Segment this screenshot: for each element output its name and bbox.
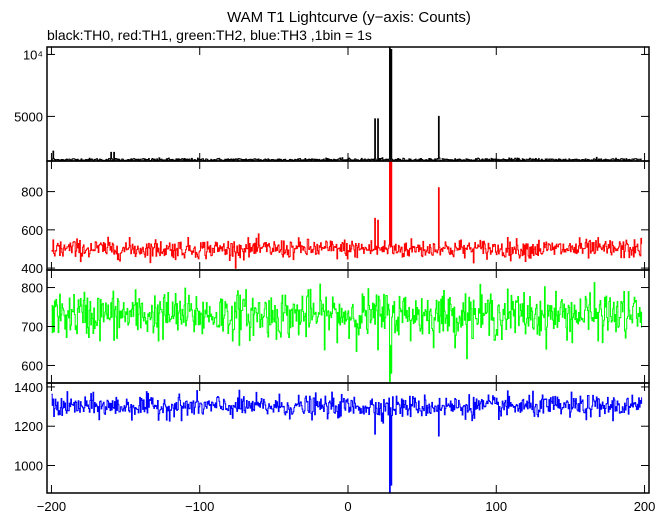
panel-frame-3 bbox=[46, 382, 650, 494]
x-tick-label: 100 bbox=[485, 499, 507, 514]
y-tick-label: 800 bbox=[21, 185, 43, 200]
y-tick-label: 5000 bbox=[14, 109, 43, 124]
y-tick-label: 600 bbox=[21, 223, 43, 238]
x-tick-label: 200 bbox=[634, 499, 656, 514]
y-tick-label: 800 bbox=[21, 281, 43, 296]
panel-frame-0 bbox=[46, 46, 650, 162]
y-tick-label: 400 bbox=[21, 261, 43, 276]
series-line-3 bbox=[51, 389, 643, 494]
chart-title: WAM T1 Lightcurve (y−axis: Counts) bbox=[227, 9, 471, 26]
panel-2: 600 700 800 bbox=[21, 269, 650, 384]
series-line-2 bbox=[51, 282, 643, 384]
panel-1: 400 600 800 bbox=[21, 160, 650, 276]
panel-0: 5000 10⁴ bbox=[14, 46, 650, 162]
chart-panels: 500010⁴400600800600700800100012001400−20… bbox=[14, 46, 656, 514]
x-tick-label: −100 bbox=[185, 499, 214, 514]
y-tick-label: 700 bbox=[21, 320, 43, 335]
y-tick-label: 1200 bbox=[14, 419, 43, 434]
y-tick-label: 1400 bbox=[14, 380, 43, 395]
y-tick-label: 600 bbox=[21, 358, 43, 373]
series-line-0 bbox=[51, 46, 643, 162]
x-tick-label: −200 bbox=[37, 499, 66, 514]
panel-3: 1000 1200 1400 bbox=[14, 380, 650, 494]
x-tick-label: 0 bbox=[344, 499, 351, 514]
chart-subtitle: black:TH0, red:TH1, green:TH2, blue:TH3 … bbox=[47, 27, 372, 43]
series-line-1 bbox=[51, 160, 643, 269]
y-tick-label: 1000 bbox=[14, 459, 43, 474]
y-tick-label: 10⁴ bbox=[23, 47, 43, 62]
